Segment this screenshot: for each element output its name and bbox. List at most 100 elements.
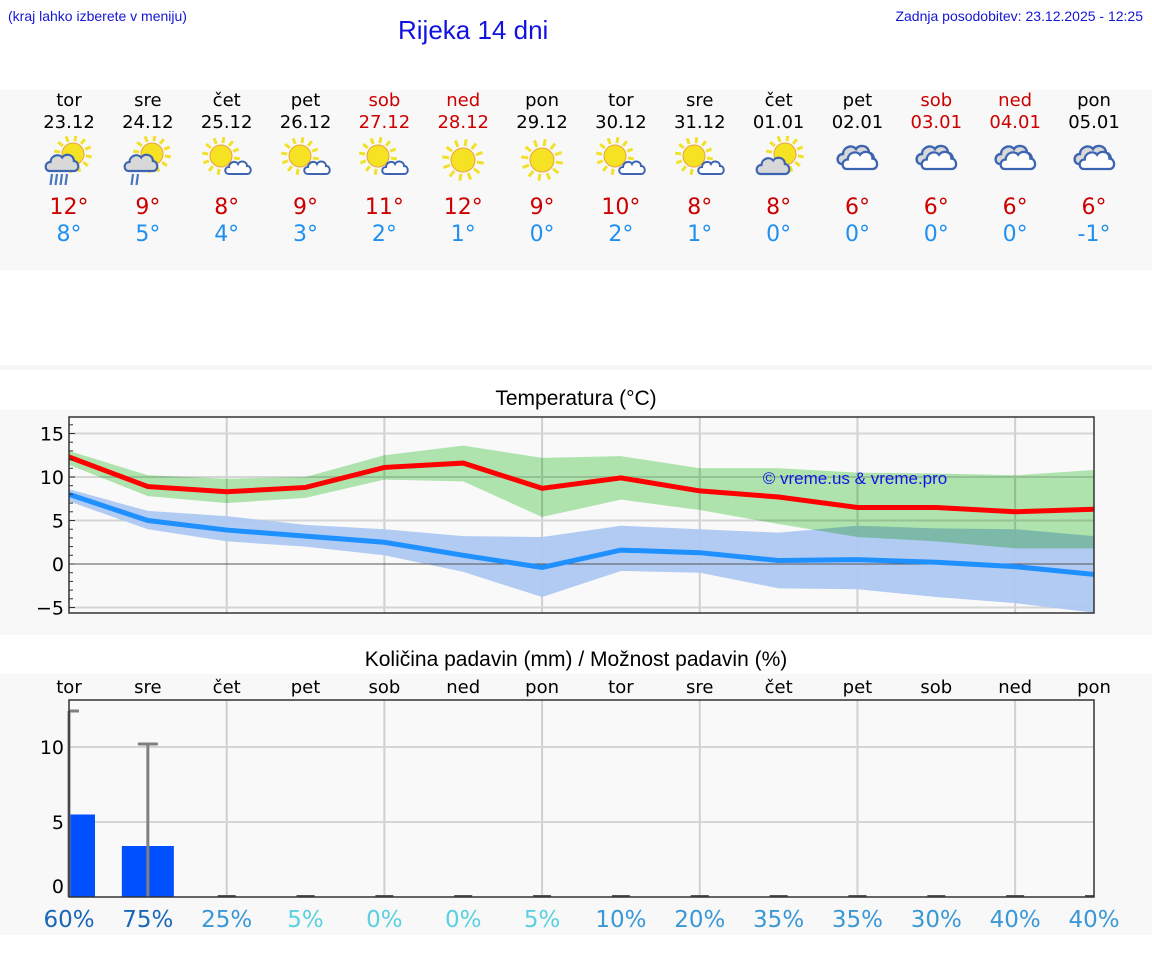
day-forecast: pon 05.01 6° -1°	[1054, 90, 1134, 248]
svg-text:sob: sob	[368, 677, 400, 698]
precipitation-chart: 0 5 10 tor sre čet pet sob ned pon tor sre čet pet sob…	[40, 677, 1120, 933]
overcast-icon	[896, 136, 976, 190]
max-temperature: 8°	[766, 195, 792, 220]
max-temperature: 10°	[601, 195, 641, 220]
day-name: pet	[290, 90, 321, 111]
svg-text:pon: pon	[1077, 677, 1111, 698]
cloud-sun-icon	[739, 136, 819, 190]
day-date: 28.12	[437, 112, 489, 133]
svg-text:−5: −5	[36, 598, 64, 620]
svg-text:0: 0	[52, 876, 64, 898]
svg-text:40%: 40%	[990, 907, 1041, 933]
svg-text:75%: 75%	[122, 907, 173, 933]
max-temperature: 6°	[844, 195, 870, 220]
temperature-chart-panel: −5 0 5 10 15 © vreme.us & vreme.pro	[0, 410, 1152, 635]
svg-text:0%: 0%	[445, 907, 482, 933]
svg-text:15: 15	[40, 424, 64, 446]
svg-text:30%: 30%	[911, 907, 962, 933]
sun-small-cloud-icon	[344, 136, 424, 190]
min-temperature: 5°	[135, 222, 161, 247]
day-forecast: tor 23.12 12° 8°	[29, 90, 109, 248]
svg-text:sre: sre	[686, 677, 713, 698]
day-name: sre	[134, 90, 162, 111]
day-name: sob	[920, 90, 953, 111]
day-name: čet	[212, 90, 241, 111]
sun-small-cloud-icon	[266, 136, 346, 190]
max-temperature: 6°	[1081, 195, 1107, 220]
svg-text:10: 10	[40, 467, 64, 489]
overcast-icon	[975, 136, 1055, 190]
day-name: čet	[764, 90, 793, 111]
day-name: pet	[842, 90, 873, 111]
svg-text:čet: čet	[213, 677, 241, 698]
svg-text:20%: 20%	[674, 907, 725, 933]
min-temperature: 0°	[1002, 222, 1028, 247]
max-temperature: 12°	[49, 195, 89, 220]
day-date: 24.12	[122, 112, 174, 133]
svg-text:60%: 60%	[43, 907, 94, 933]
day-date: 25.12	[200, 112, 253, 133]
day-forecast: ned 04.01 6° 0°	[975, 90, 1055, 248]
day-date: 05.01	[1068, 112, 1120, 133]
svg-text:5%: 5%	[524, 907, 561, 933]
day-forecast: sob 03.01 6° 0°	[896, 90, 976, 248]
svg-text:ned: ned	[998, 677, 1032, 698]
day-forecast: čet 01.01 8° 0°	[739, 90, 819, 248]
sun-cloud-light-rain-icon	[108, 136, 188, 190]
day-forecast: tor 30.12 10° 2°	[581, 90, 661, 248]
min-temperature: 0°	[529, 222, 555, 247]
day-forecast: sre 31.12 8° 1°	[660, 90, 740, 248]
page-title: Rijeka 14 dni	[398, 15, 549, 45]
svg-text:pet: pet	[291, 677, 321, 698]
day-date: 30.12	[595, 112, 647, 133]
day-name: pon	[525, 90, 559, 111]
last-updated: Zadnja posodobitev: 23.12.2025 - 12:25	[895, 8, 1143, 24]
min-temperature: 4°	[214, 222, 240, 247]
day-date: 27.12	[358, 112, 411, 133]
min-temperature: 3°	[293, 222, 319, 247]
svg-text:10: 10	[40, 737, 64, 759]
day-forecast: sob 27.12 11° 2°	[344, 90, 424, 248]
temperature-chart-title: Temperatura (°C)	[495, 387, 657, 410]
day-name: ned	[998, 90, 1033, 111]
max-temperature: 6°	[923, 195, 949, 220]
day-name: tor	[608, 90, 634, 111]
header-note: (kraj lahko izberete v meniju)	[8, 8, 187, 24]
temperature-chart: −5 0 5 10 15 © vreme.us & vreme.pro	[36, 416, 1095, 620]
daily-forecast-strip: tor 23.12 12° 8° sre 24.12 9° 5° čet 25.12 8° 4° pet…	[0, 90, 1152, 270]
day-date: 26.12	[279, 112, 332, 133]
precipitation-chart-panel: 0 5 10 tor sre čet pet sob ned pon tor sre čet pet sob…	[0, 674, 1152, 935]
svg-text:0: 0	[52, 554, 64, 576]
divider	[0, 365, 1152, 370]
svg-text:40%: 40%	[1068, 907, 1119, 933]
svg-text:35%: 35%	[832, 907, 883, 933]
day-date: 23.12	[43, 112, 95, 133]
sun-icon	[423, 136, 503, 190]
svg-text:5: 5	[52, 511, 64, 533]
sun-small-cloud-icon	[581, 136, 661, 190]
min-temperature: 2°	[371, 222, 397, 247]
day-forecast: čet 25.12 8° 4°	[187, 90, 267, 248]
min-temperature: 1°	[687, 222, 713, 247]
day-name: tor	[56, 90, 82, 111]
min-temperature: 8°	[56, 222, 82, 247]
svg-text:čet: čet	[765, 677, 793, 698]
sun-cloud-heavy-rain-icon	[29, 136, 109, 190]
svg-text:tor: tor	[56, 677, 82, 698]
day-name: pon	[1077, 90, 1111, 111]
max-temperature: 11°	[364, 195, 404, 220]
min-temperature: 1°	[450, 222, 476, 247]
day-date: 31.12	[674, 112, 726, 133]
svg-text:sre: sre	[134, 677, 161, 698]
day-date: 02.01	[831, 112, 884, 133]
max-temperature: 9°	[529, 195, 555, 220]
svg-text:sob: sob	[920, 677, 952, 698]
day-date: 29.12	[516, 112, 568, 133]
overcast-icon	[1054, 136, 1134, 190]
precipitation-chart-title: Količina padavin (mm) / Možnost padavin …	[364, 648, 788, 671]
day-name: ned	[446, 90, 481, 111]
day-date: 04.01	[989, 112, 1041, 133]
svg-text:5: 5	[52, 812, 64, 834]
max-temperature: 6°	[1002, 195, 1028, 220]
min-temperature: 2°	[608, 222, 634, 247]
